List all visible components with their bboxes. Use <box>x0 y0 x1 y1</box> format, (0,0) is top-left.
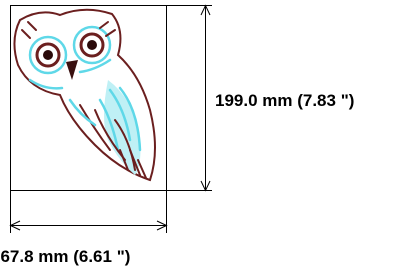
owl-artwork <box>14 10 155 180</box>
dimension-preview: 199.0 mm (7.83 ") 167.8 mm (6.61 ") <box>0 0 419 269</box>
width-label: 167.8 mm (6.61 ") <box>0 247 130 266</box>
height-label: 199.0 mm (7.83 ") <box>215 91 354 110</box>
page: 199.0 mm (7.83 ") 167.8 mm (6.61 ") (() … <box>0 0 419 269</box>
